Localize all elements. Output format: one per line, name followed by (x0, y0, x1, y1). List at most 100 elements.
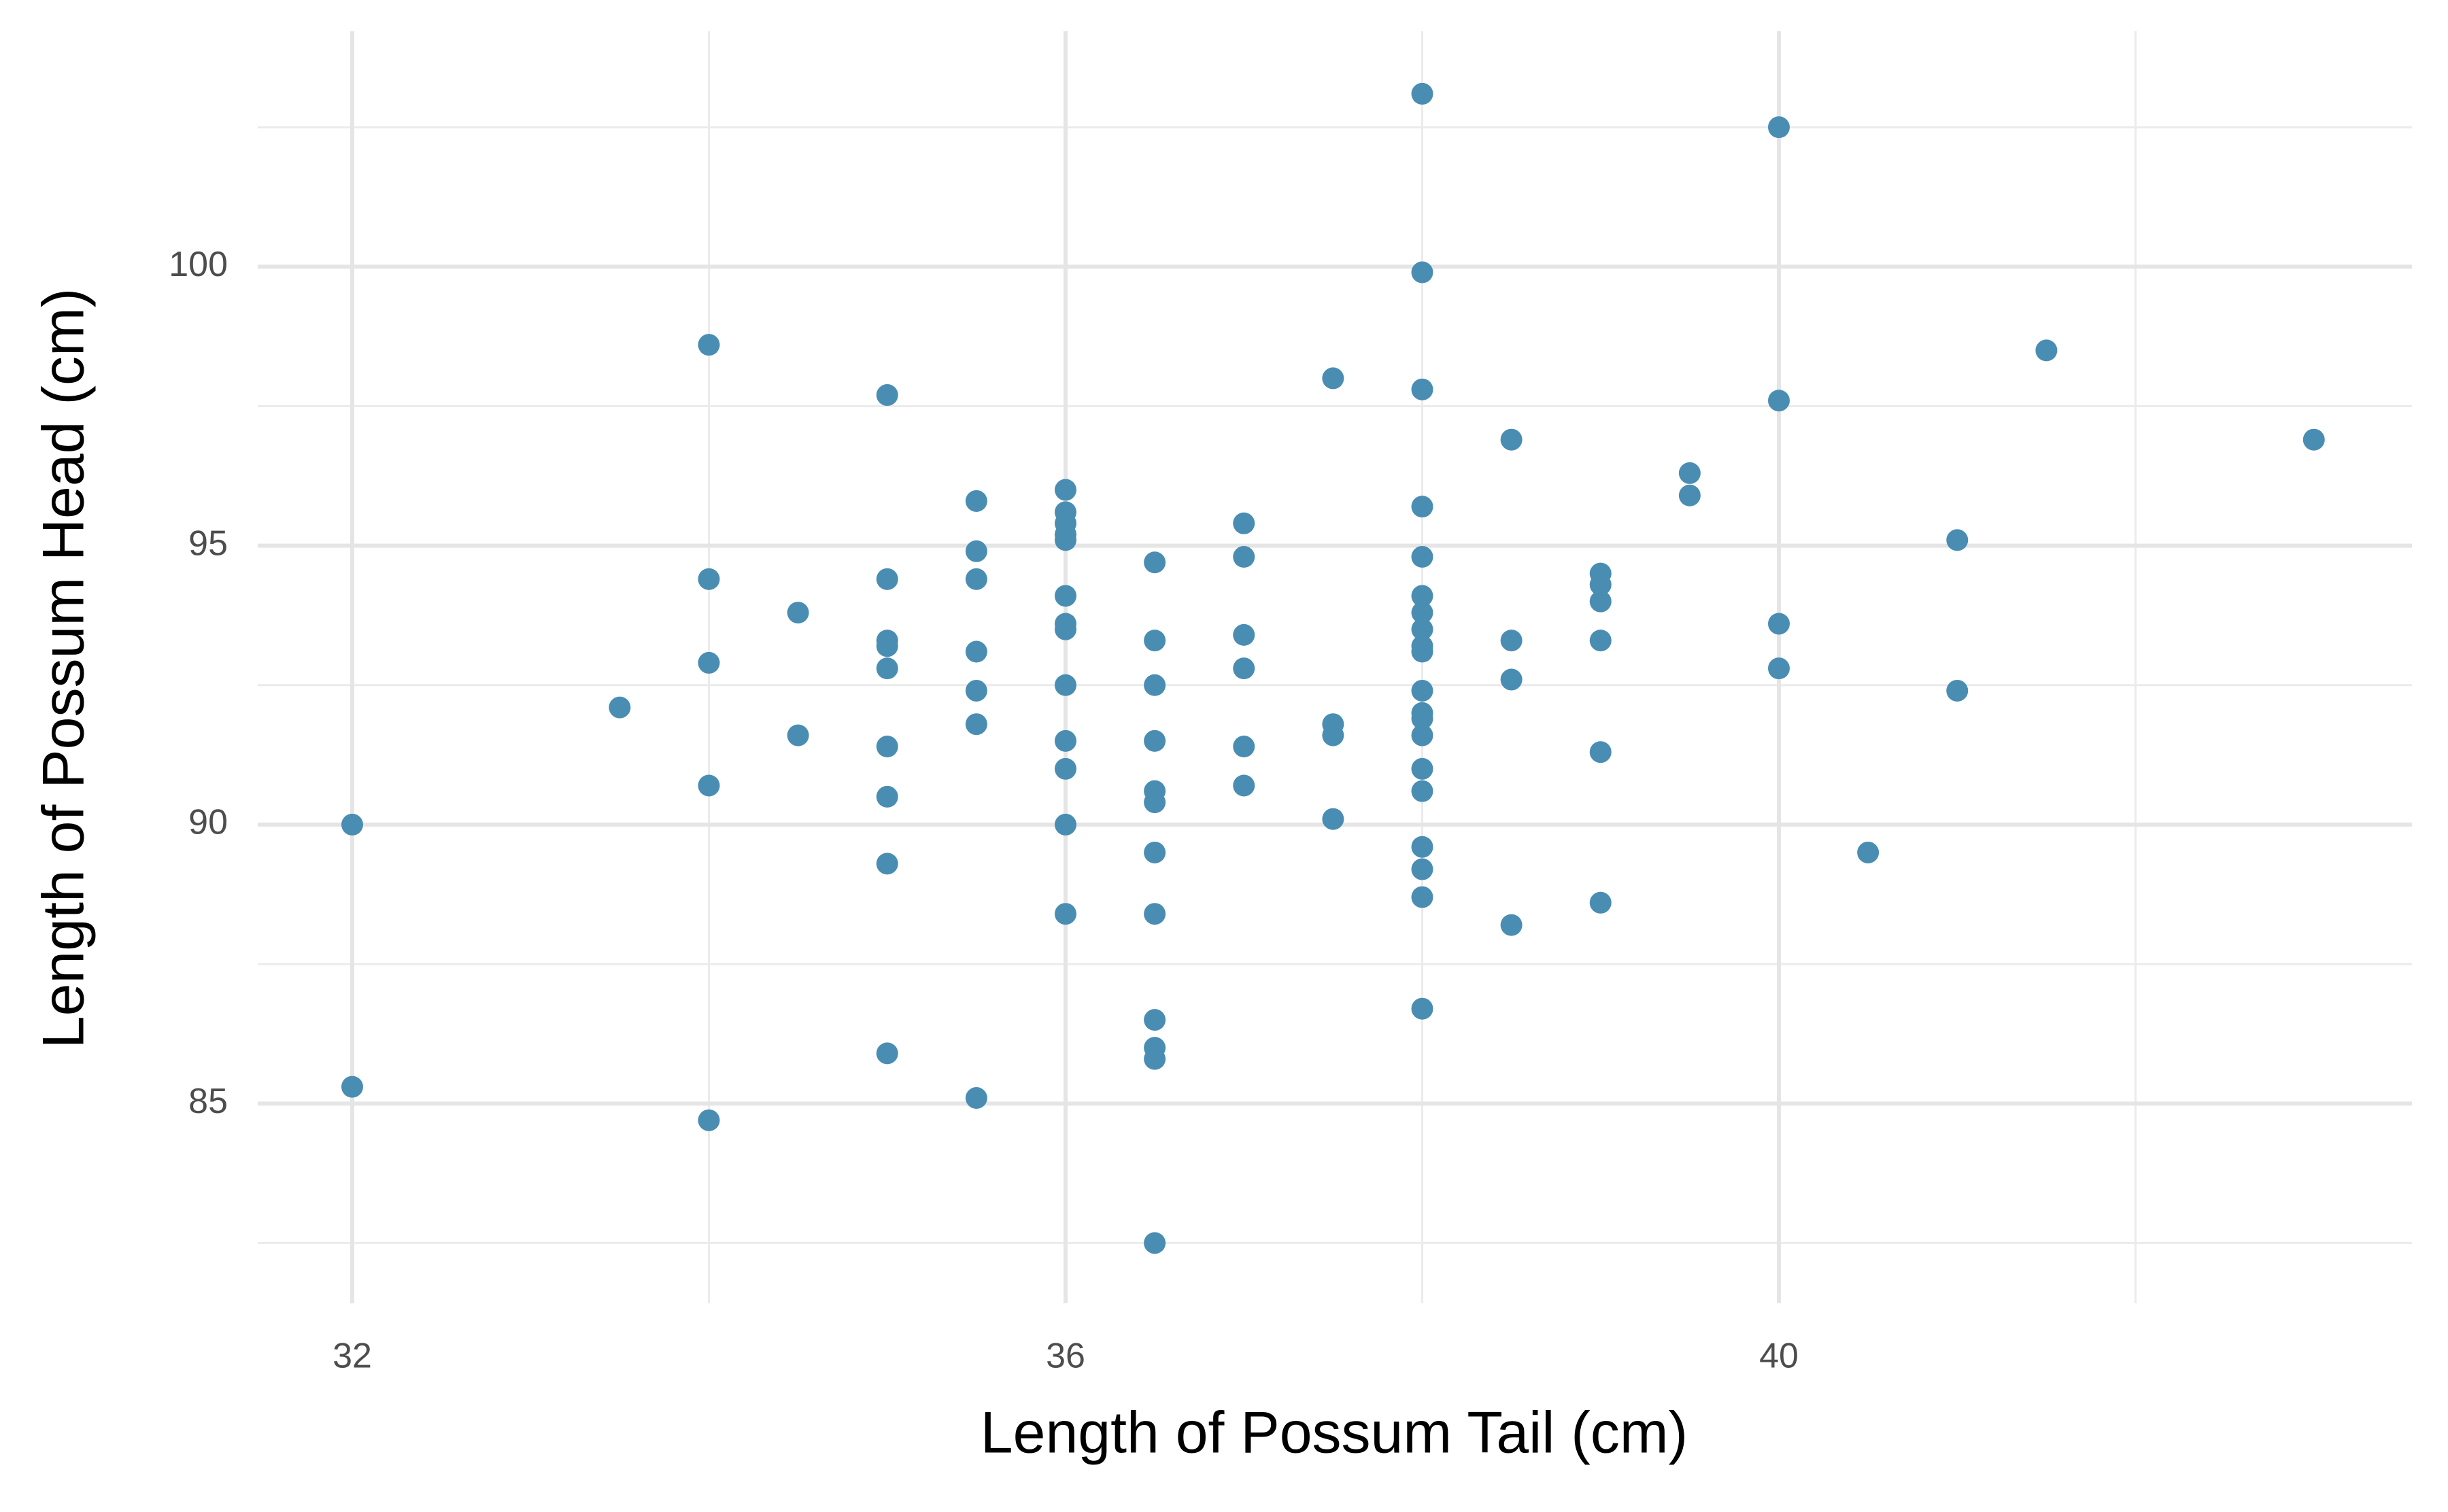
point (1411, 618, 1433, 640)
point (1411, 757, 1433, 780)
point (1144, 841, 1166, 863)
point (1411, 886, 1433, 908)
point (1411, 585, 1433, 607)
point (1055, 585, 1076, 607)
point (341, 1076, 363, 1098)
point (876, 568, 898, 590)
point (1322, 724, 1344, 746)
point (965, 568, 987, 590)
point (1768, 390, 1790, 412)
point (1411, 546, 1433, 568)
point (1233, 623, 1255, 646)
point (1768, 657, 1790, 680)
point (1411, 602, 1433, 624)
point (341, 813, 363, 836)
point (1500, 914, 1523, 936)
point (1411, 82, 1433, 105)
point (1411, 378, 1433, 400)
point (1322, 367, 1344, 390)
point (1411, 997, 1433, 1020)
point (1322, 808, 1344, 830)
point (1411, 261, 1433, 284)
point (1233, 736, 1255, 758)
y-tick-label: 90 (188, 803, 228, 842)
point (609, 696, 631, 719)
point (1411, 707, 1433, 729)
point (965, 679, 987, 702)
point (1946, 529, 1969, 551)
point (1589, 574, 1612, 596)
point (1144, 630, 1166, 652)
point (1411, 858, 1433, 880)
point (1233, 512, 1255, 534)
point (1589, 590, 1612, 613)
point (1144, 674, 1166, 696)
point (1589, 630, 1612, 652)
point (1055, 529, 1076, 551)
point (1055, 618, 1076, 640)
point (876, 853, 898, 875)
point (965, 713, 987, 736)
x-axis-title: Length of Possum Tail (cm) (981, 1401, 1688, 1466)
point (1500, 630, 1523, 652)
y-tick-label: 85 (188, 1082, 228, 1121)
point (787, 602, 809, 624)
point (1946, 679, 1969, 702)
point (965, 640, 987, 663)
point (1144, 791, 1166, 814)
y-axis-title: Length of Possum Head (cm) (31, 288, 97, 1049)
point (1055, 729, 1076, 752)
point (1144, 551, 1166, 574)
point (698, 334, 720, 356)
point (1768, 613, 1790, 635)
point (1233, 546, 1255, 568)
point (1500, 668, 1523, 691)
point (1678, 462, 1701, 484)
y-tick-label: 100 (169, 245, 228, 284)
point (1233, 774, 1255, 797)
point (876, 785, 898, 808)
point (1144, 903, 1166, 925)
point (787, 724, 809, 746)
point (965, 1087, 987, 1110)
point (1411, 780, 1433, 802)
point (1411, 836, 1433, 858)
point (1768, 116, 1790, 139)
point (876, 736, 898, 758)
point (1857, 841, 1880, 863)
point (2302, 428, 2325, 451)
x-tick-label: 40 (1759, 1337, 1799, 1376)
point (965, 540, 987, 562)
point (1411, 496, 1433, 518)
point (2035, 339, 2058, 362)
point (698, 568, 720, 590)
point (876, 635, 898, 657)
point (1055, 903, 1076, 925)
point (876, 384, 898, 407)
y-tick-label: 95 (188, 523, 228, 563)
point (1233, 657, 1255, 680)
x-tick-label: 32 (333, 1337, 372, 1376)
point (1055, 479, 1076, 501)
point (1589, 891, 1612, 914)
point (965, 489, 987, 512)
point (1055, 757, 1076, 780)
point (1055, 674, 1076, 696)
point (876, 1042, 898, 1065)
point (1055, 813, 1076, 836)
point (698, 1109, 720, 1131)
x-tick-label: 36 (1046, 1337, 1085, 1376)
point (1144, 1232, 1166, 1254)
point (1144, 1048, 1166, 1070)
point (698, 774, 720, 797)
point (1589, 741, 1612, 763)
point (698, 651, 720, 674)
point (1144, 729, 1166, 752)
point (1411, 679, 1433, 702)
point (1144, 1009, 1166, 1031)
point (1411, 640, 1433, 663)
point (1411, 724, 1433, 746)
point (1678, 484, 1701, 506)
point (1500, 428, 1523, 451)
